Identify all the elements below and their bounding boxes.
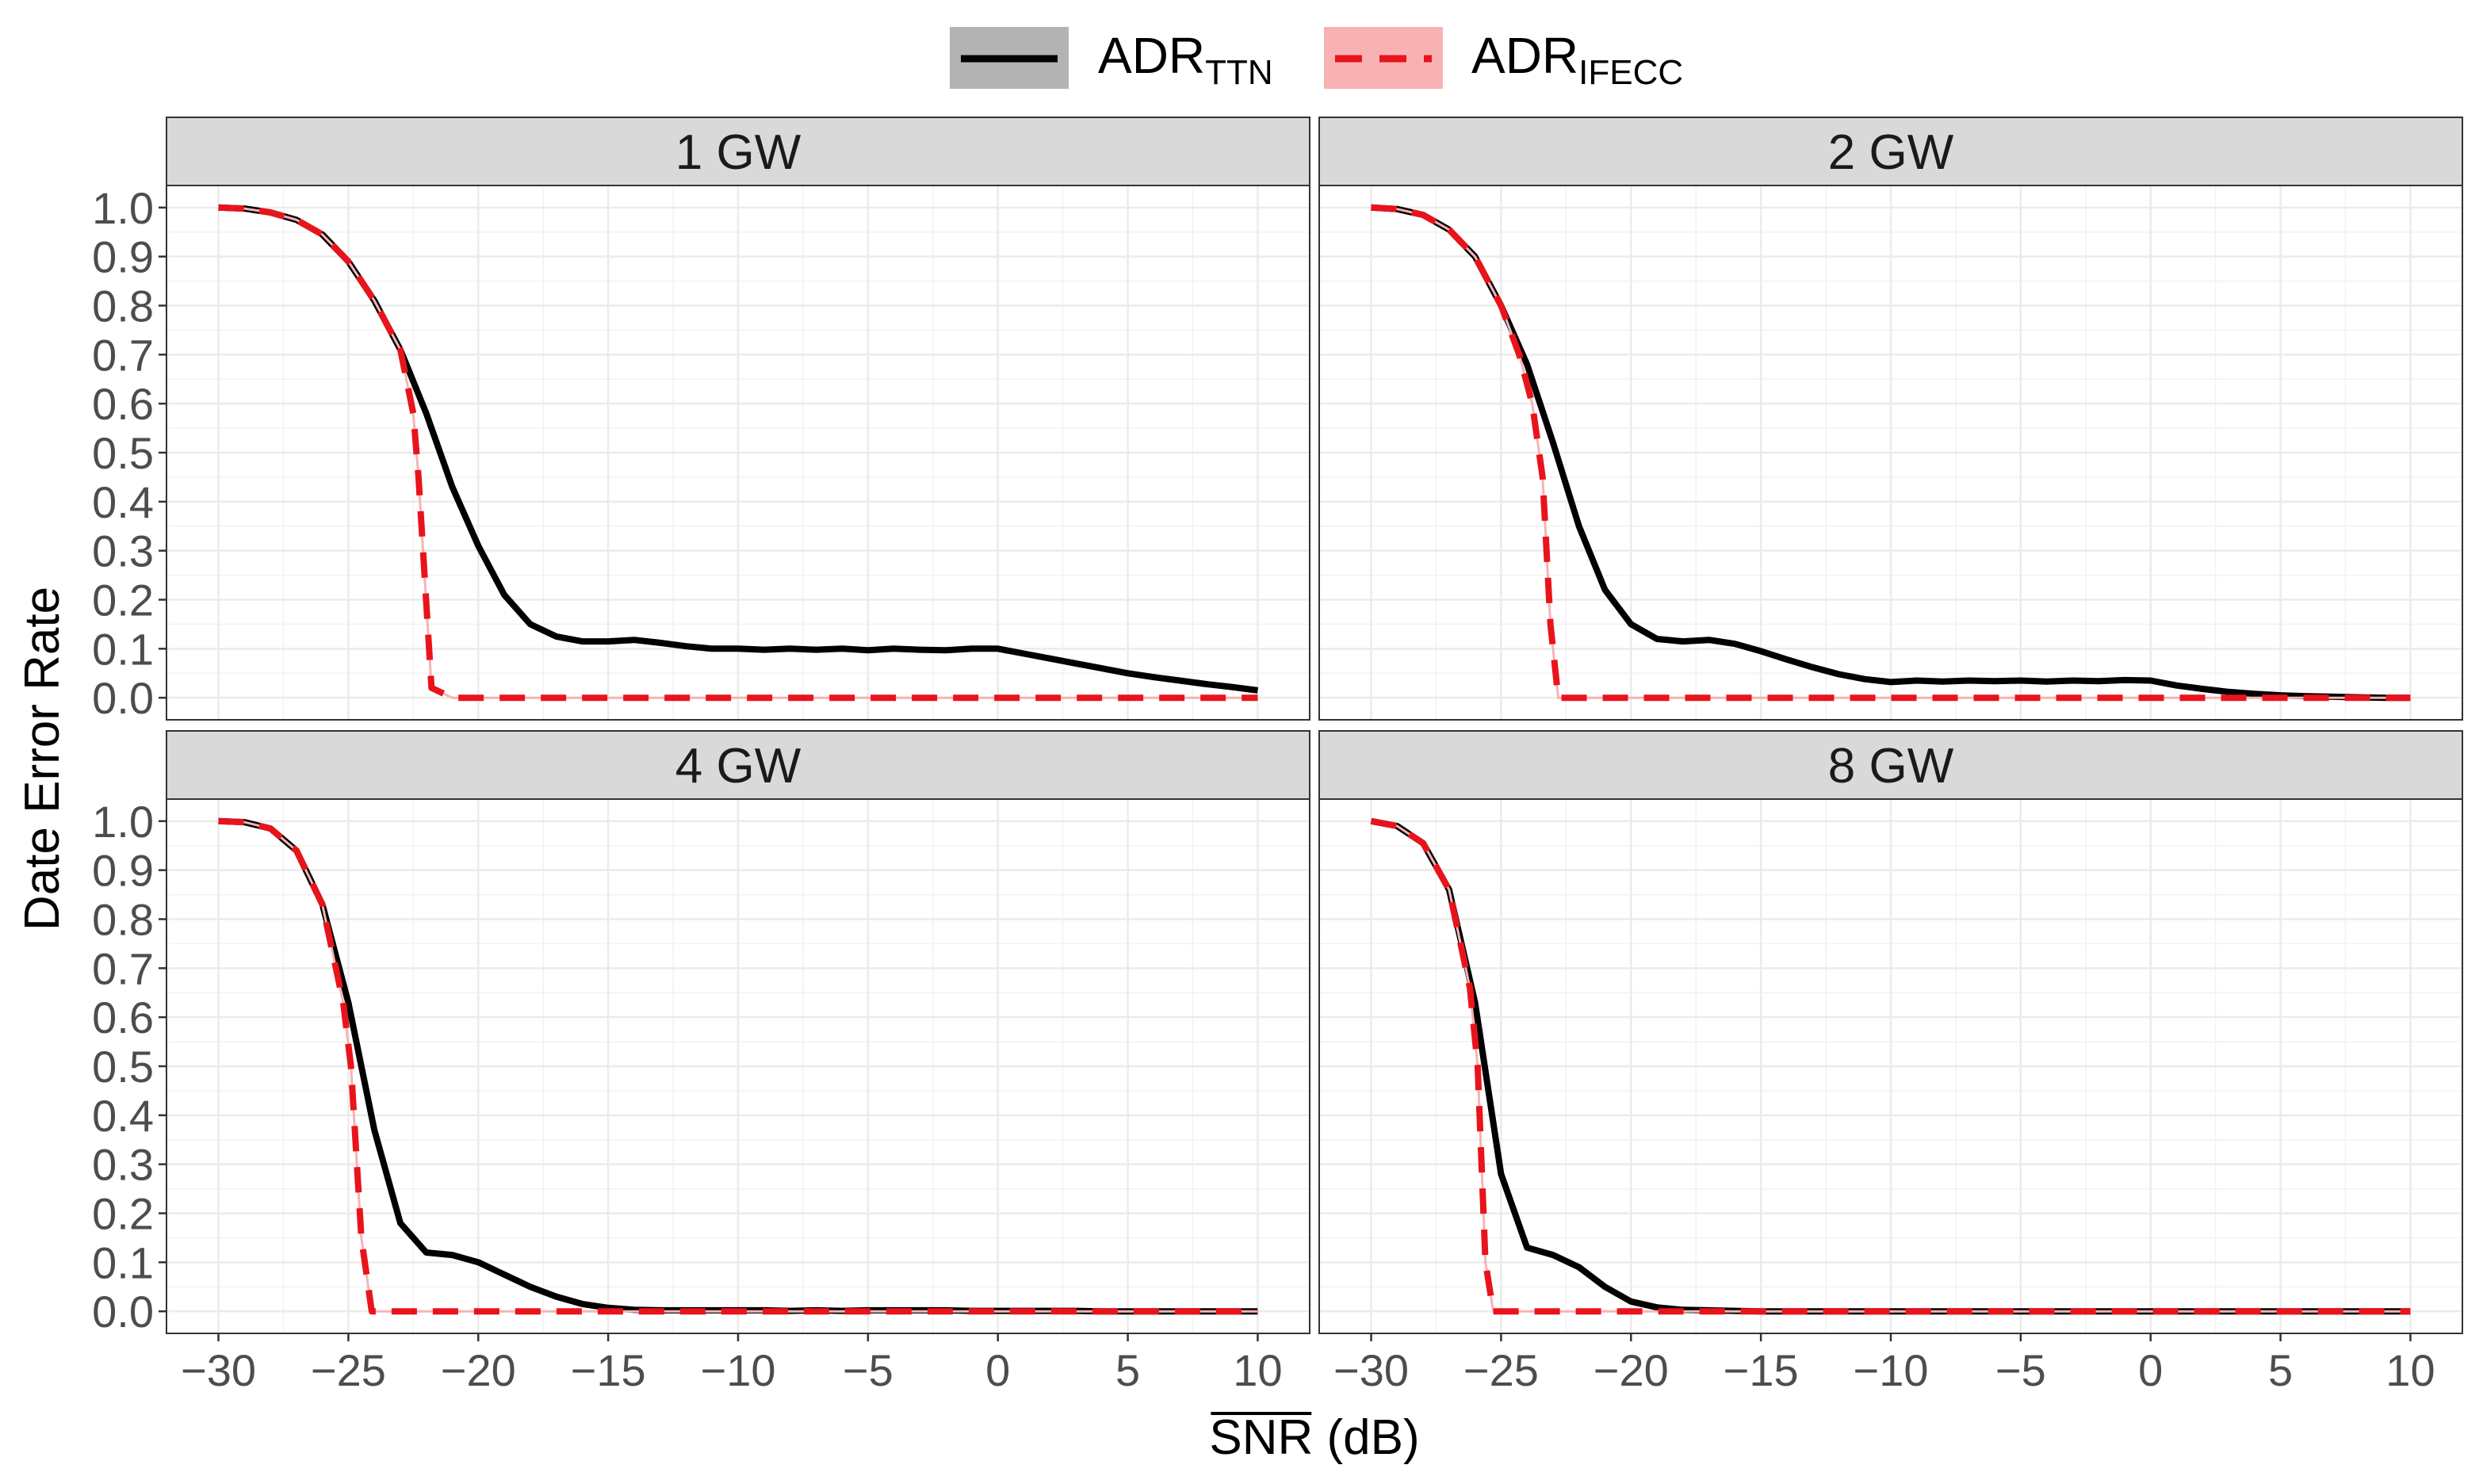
y-tick-label: 0.3 — [92, 1140, 154, 1190]
y-tick-label: 0.2 — [92, 576, 154, 625]
x-tick-label: 10 — [2385, 1345, 2435, 1395]
panel-4-gw: 4 GW — [166, 730, 1310, 1334]
y-axis-title: Date Error Rate — [15, 587, 70, 931]
panel-strip-label: 2 GW — [1828, 125, 1954, 180]
x-tick-label: −15 — [571, 1345, 646, 1395]
x-tick-label: −5 — [1995, 1345, 2046, 1395]
legend-label-subscript: TTN — [1205, 53, 1273, 92]
legend-label: ADRIFECC — [1471, 27, 1683, 92]
x-tick-label: 0 — [2138, 1345, 2163, 1395]
y-tick-label: 0.8 — [92, 894, 154, 944]
panel-1-gw: 1 GW — [166, 117, 1310, 721]
panel-strip-label: 8 GW — [1828, 739, 1954, 794]
major-gridlines — [166, 186, 1310, 720]
x-axis-title: SNR (dB) — [1209, 1410, 1419, 1465]
series-adr-ifecc — [218, 204, 1258, 702]
x-tick-label: 10 — [1233, 1345, 1282, 1395]
series-adr-ttn — [1371, 204, 2411, 702]
y-tick-label: 0.7 — [92, 943, 154, 993]
panel-border — [1318, 185, 2463, 721]
x-tick-label: −25 — [311, 1345, 386, 1395]
legend: ADRTTN ADRIFECC — [950, 27, 1683, 92]
legend-entry-ifecc: ADRIFECC — [1324, 27, 1683, 92]
legend-label-base: ADR — [1471, 27, 1578, 84]
x-axis-title-main: SNR — [1209, 1410, 1313, 1465]
panel-strip — [166, 730, 1310, 800]
y-tick-label: 0.8 — [92, 281, 154, 331]
legend-label-subscript: IFECC — [1578, 53, 1683, 92]
y-tick-label: 0.0 — [92, 1287, 154, 1337]
y-tick-label: 0.2 — [92, 1189, 154, 1239]
x-tick-label: −10 — [1854, 1345, 1929, 1395]
y-tick-label: 0.0 — [92, 673, 154, 723]
panels: 1 GW 2 GW 4 GW 8 GW — [166, 117, 2463, 1334]
x-tick-label: −30 — [181, 1345, 256, 1395]
series-adr-ifecc — [1370, 817, 2411, 1315]
y-tick-label: 0.5 — [92, 428, 154, 478]
series-adr-ifecc — [218, 817, 1258, 1315]
x-tick-label: −10 — [701, 1345, 776, 1395]
legend-entry-ttn: ADRTTN — [950, 27, 1273, 92]
y-tick-label: 1.0 — [92, 183, 154, 233]
y-tick-label: 0.4 — [92, 477, 154, 527]
y-tick-label: 0.7 — [92, 330, 154, 380]
panel-strip-label: 1 GW — [675, 125, 802, 180]
x-axis-title-units: (dB) — [1313, 1410, 1419, 1465]
y-tick-label: 0.6 — [92, 379, 154, 429]
y-tick-label: 0.5 — [92, 1042, 154, 1092]
panel-strip-label: 4 GW — [675, 739, 802, 794]
x-tick-label: −5 — [843, 1345, 893, 1395]
x-tick-label: −20 — [1593, 1345, 1669, 1395]
panel-8-gw: 8 GW — [1318, 730, 2463, 1334]
x-tick-label: −30 — [1333, 1345, 1409, 1395]
major-gridlines — [166, 799, 1310, 1333]
panel-2-gw: 2 GW — [1318, 117, 2463, 721]
series-adr-ifecc — [1371, 204, 2411, 702]
panel-strip — [166, 117, 1310, 186]
y-tick-label: 0.6 — [92, 993, 154, 1042]
y-tick-label: 0.9 — [92, 232, 154, 282]
y-tick-label: 0.3 — [92, 526, 154, 576]
panel-strip — [1318, 730, 2463, 800]
y-tick-label: 0.1 — [92, 1237, 154, 1287]
y-tick-label: 0.9 — [92, 846, 154, 896]
legend-label-base: ADR — [1098, 27, 1205, 84]
x-tick-label: −15 — [1724, 1345, 1799, 1395]
y-tick-label: 0.1 — [92, 624, 154, 674]
y-tick-label: 1.0 — [92, 797, 154, 847]
panel-strip — [1318, 117, 2463, 186]
y-axis-labels: 0.00.10.20.30.40.50.60.70.80.91.00.00.10… — [92, 183, 166, 1337]
x-axis-labels: −30 −25 −20 −15 −10 −5 0 5 10 −30 −25 −20 −15 −10 −5 0 5… — [181, 1333, 2435, 1395]
legend-label: ADRTTN — [1098, 27, 1273, 92]
x-tick-label: 0 — [985, 1345, 1010, 1395]
x-tick-label: 5 — [2268, 1345, 2293, 1395]
x-tick-label: −25 — [1463, 1345, 1539, 1395]
y-tick-label: 0.4 — [92, 1091, 154, 1141]
x-tick-label: 5 — [1115, 1345, 1140, 1395]
x-tick-label: −20 — [441, 1345, 516, 1395]
